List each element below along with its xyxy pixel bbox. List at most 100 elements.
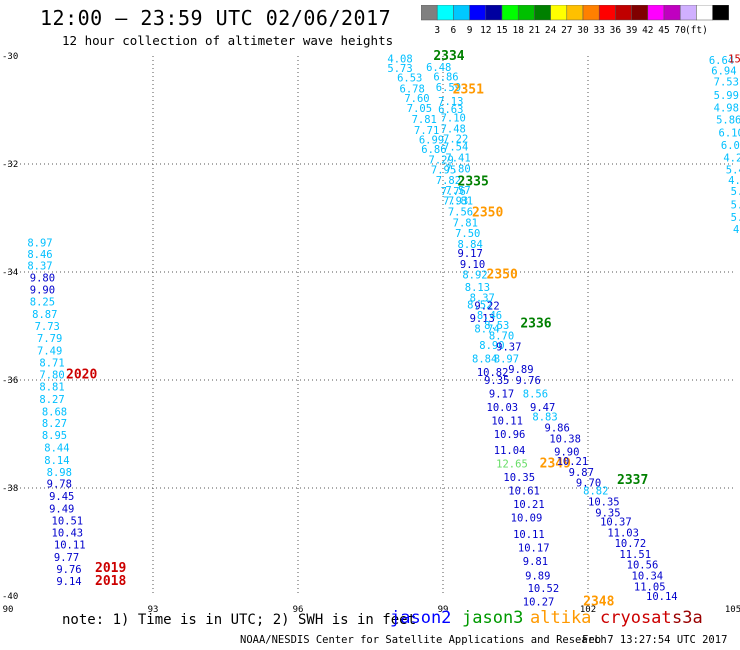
x-tick-label: 90 (3, 605, 14, 615)
wave-height-label: 9.35 (595, 507, 620, 519)
wave-height-label: 9.17 (458, 248, 483, 260)
wave-height-label: 10.17 (518, 542, 550, 554)
wave-height-label: 9.47 (530, 402, 555, 414)
wave-height-label: 7.79 (37, 333, 62, 345)
wave-height-label: 6.94 (711, 66, 736, 78)
wave-height-label: 9.35 (484, 375, 509, 387)
wave-height-label: 5.99 (714, 90, 739, 102)
wave-height-label: 6.86 (421, 144, 446, 156)
wave-height-label: 8.68 (42, 406, 67, 418)
wave-height-label: 7.80 (39, 370, 64, 382)
color-scale-label: 45 (658, 25, 669, 36)
wave-height-label: 9.89 (525, 570, 550, 582)
wave-height-label: 7.56 (448, 207, 473, 219)
wave-height-label: 7.82 (436, 175, 461, 187)
y-tick-label: -32 (2, 160, 18, 170)
wave-height-label: 10.14 (646, 591, 678, 603)
pass-number-label: 2337 (617, 473, 648, 488)
wave-height-label: 9.80 (30, 272, 55, 284)
wave-height-label: 11.03 (607, 527, 639, 539)
wave-height-label: 11.04 (494, 445, 526, 457)
credit-line: NOAA/NESDIS Center for Satellite Applica… (240, 634, 607, 646)
legend-jason3: jason3 (462, 608, 524, 628)
wave-height-label: 8.44 (44, 443, 69, 455)
wave-height-label: 8.56 (523, 389, 548, 401)
color-scale-label: 3 (434, 25, 440, 36)
wave-height-label: 9.13 (470, 313, 495, 325)
color-scale-label: 27 (561, 25, 572, 36)
x-tick-label: 96 (293, 605, 304, 615)
pass-number-label: 2020 (66, 368, 97, 383)
wave-height-label: 8.52 (467, 299, 492, 311)
wave-height-label: 9.90 (554, 446, 579, 458)
wave-height-label: 7.54 (443, 142, 468, 154)
wave-height-label: 10.82 (477, 367, 509, 379)
wave-height-label: 9.81 (523, 556, 548, 568)
wave-height-label: 9.10 (460, 259, 485, 271)
wave-height-label: 7.71 (414, 125, 439, 137)
wave-height-label: 5. (731, 212, 740, 224)
wave-height-label: 5.86 (716, 115, 740, 127)
wave-height-label: 15 (728, 54, 740, 66)
wave-height-label: 5.0 (731, 186, 740, 198)
wave-height-label: 11.05 (634, 581, 666, 593)
wave-height-label: 5.49 (726, 164, 740, 176)
wave-height-label: 7.13 (438, 96, 463, 108)
wave-height-label: 10.38 (549, 433, 581, 445)
x-tick-label: 99 (438, 605, 449, 615)
wave-height-label: 12.65 (496, 459, 528, 471)
wave-height-label: 10.34 (632, 570, 664, 582)
wave-height-label: 7.73 (35, 321, 60, 333)
x-tick-label: 105 (725, 605, 740, 615)
color-swatch (712, 5, 729, 21)
wave-height-label: 4.28 (723, 153, 740, 165)
wave-height-label: 7.81 (448, 196, 473, 208)
pass-number-label: 2019 (95, 561, 126, 576)
wave-height-label: 9.49 (49, 504, 74, 516)
wave-height-label: 9.87 (569, 467, 594, 479)
wave-height-label: 8.84 (472, 353, 497, 365)
wave-height-label: 10.11 (54, 540, 86, 552)
wave-height-label: 4. (733, 224, 740, 236)
wave-height-label: 8.53 (484, 320, 509, 332)
pass-number-label: 2351 (453, 82, 484, 97)
wave-height-label: 10.09 (511, 513, 543, 525)
wave-height-label: 7.05 (407, 103, 432, 115)
color-scale-label: 70 (674, 25, 686, 36)
y-tick-label: -38 (2, 484, 18, 494)
wave-height-label: 8.37 (27, 261, 52, 273)
x-tick-label: 102 (580, 605, 596, 615)
y-tick-label: -34 (2, 268, 18, 278)
wave-height-label: 6.03 (721, 140, 740, 152)
wave-height-label: 5. (731, 200, 740, 212)
wave-height-label: 8.46 (27, 249, 52, 261)
color-scale-bar: 3 6 9 12 15 18 21 24 27 30 33 36 39 42 45 70 (ft) (421, 5, 729, 36)
wave-height-label: 8.37 (470, 292, 495, 304)
color-scale-label: 6 (451, 25, 457, 36)
wave-height-label: 9.76 (516, 375, 541, 387)
wave-height-label: 4.98 (714, 102, 739, 114)
wave-height-label: 9.78 (47, 479, 72, 491)
wave-height-label: 7.93 (443, 196, 468, 208)
color-scale-label: 9 (467, 25, 473, 36)
color-scale-label: 18 (512, 25, 524, 36)
color-scale-label: 36 (610, 25, 622, 36)
y-tick-label: -30 (2, 52, 18, 62)
wave-height-label: 8.87 (32, 309, 57, 321)
wave-height-label: 8.70 (489, 331, 514, 343)
page-title: 12:00 – 23:59 UTC 02/06/2017 (40, 6, 392, 30)
wave-height-label: 10.52 (528, 583, 560, 595)
page-subtitle: 12 hour collection of altimeter wave hei… (62, 33, 394, 48)
wave-height-label: 7.76 (441, 186, 466, 198)
pass-number-label: 2334 (433, 49, 464, 64)
footnote: note: 1) Time is in UTC; 2) SWH is in fe… (62, 612, 417, 628)
wave-height-label: 10.37 (600, 516, 632, 528)
pass-number-label: 2018 (95, 574, 126, 589)
wave-height-label: 7.57 (445, 185, 470, 197)
wave-height-label: 8.95 (42, 430, 67, 442)
generated-timestamp: Feb 7 13:27:54 UTC 2017 (582, 634, 728, 646)
wave-height-label: 6.59 (436, 82, 461, 94)
pass-number-label: 2350 (472, 206, 503, 221)
legend-altika: altika (530, 608, 592, 628)
